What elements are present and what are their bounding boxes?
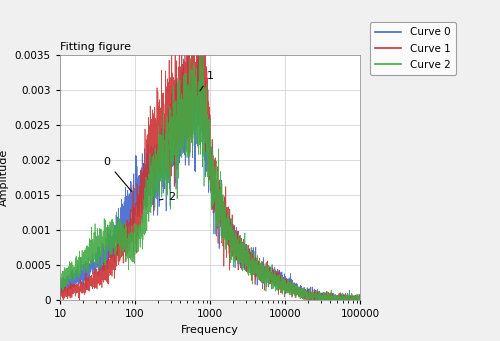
Text: 2: 2 xyxy=(160,192,176,203)
X-axis label: Frequency: Frequency xyxy=(181,325,239,335)
Text: 1: 1 xyxy=(200,71,213,91)
Text: Fitting figure: Fitting figure xyxy=(60,42,131,53)
Y-axis label: Amplitude: Amplitude xyxy=(0,149,10,206)
Legend: Curve 0, Curve 1, Curve 2: Curve 0, Curve 1, Curve 2 xyxy=(370,22,456,75)
Text: 0: 0 xyxy=(104,158,132,191)
